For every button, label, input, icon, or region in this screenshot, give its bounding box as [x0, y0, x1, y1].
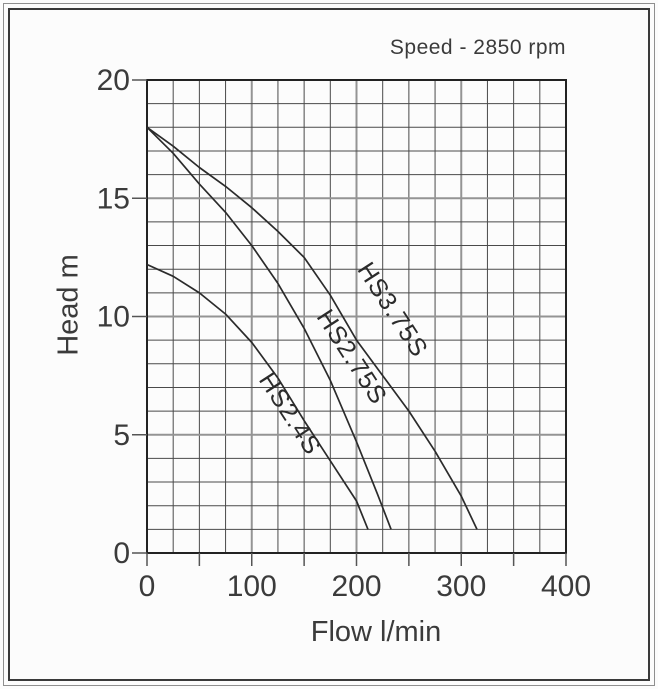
- curve-line: [146, 263, 369, 530]
- y-tick-labels: 0 5 10 15 20: [97, 64, 130, 570]
- tick-marks: [132, 79, 567, 566]
- x-axis-title: Flow l/min: [310, 616, 442, 648]
- curve-label: HS2.4S: [253, 368, 327, 461]
- curve-label: HS3.75S: [352, 257, 434, 362]
- y-tick-label: 5: [113, 419, 130, 452]
- x-tick-label: 200: [331, 570, 381, 603]
- curve-line: [146, 126, 392, 530]
- x-tick-label: 400: [541, 570, 591, 603]
- x-tick-label: 300: [436, 570, 486, 603]
- y-tick-label: 0: [113, 537, 130, 570]
- y-tick-label: 20: [97, 64, 130, 97]
- x-tick-label: 0: [139, 570, 156, 603]
- x-tick-labels: 0 100 200 300 400: [139, 570, 591, 603]
- grid: [147, 80, 566, 553]
- curve-label: HS2.75S: [311, 305, 393, 410]
- x-tick-label: 100: [227, 570, 277, 603]
- curve-HS3.75S: HS3.75S: [146, 126, 478, 530]
- y-tick-label: 10: [97, 301, 130, 334]
- y-tick-label: 15: [97, 182, 130, 215]
- chart-title: Speed - 2850 rpm: [389, 36, 566, 59]
- curve-line: [146, 126, 478, 530]
